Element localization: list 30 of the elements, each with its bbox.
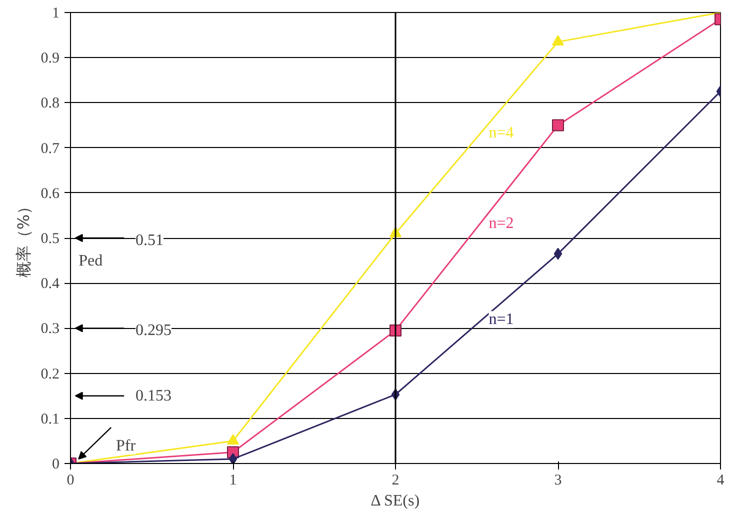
- point: [552, 119, 564, 132]
- y-tick-label: 0.5: [40, 231, 60, 247]
- y-tick-label: 0.6: [40, 186, 60, 202]
- y-tick-label: 0.3: [40, 321, 60, 338]
- y-axis-title: 概率（%）: [14, 198, 33, 278]
- point: [228, 452, 238, 464]
- x-axis-title: Δ SE(s): [370, 492, 420, 510]
- annotation: 0.295: [136, 322, 172, 339]
- y-tick-label: 1: [52, 6, 60, 22]
- x-tick-label: 0: [66, 472, 74, 488]
- point: [554, 248, 562, 260]
- y-tick-label: 0.1: [40, 411, 60, 428]
- annotation: 0.51: [136, 232, 164, 249]
- x-tick-label: 4: [716, 472, 725, 488]
- y-tick-label: 0.8: [40, 96, 60, 112]
- series-label: n=1: [488, 311, 514, 328]
- y-tick-label: 0.4: [40, 276, 60, 292]
- y-tick-label: 0.2: [40, 366, 60, 382]
- y-tick-label: 0.9: [40, 50, 60, 67]
- point: [227, 434, 239, 445]
- x-tick-label: 2: [392, 472, 400, 488]
- x-tick-label: 1: [229, 472, 237, 488]
- y-tick-label: 0.7: [40, 140, 60, 157]
- x-tick-label: 3: [554, 472, 562, 488]
- series-label: n=4: [488, 124, 514, 142]
- annotation: 0.153: [136, 387, 172, 404]
- annotation: Ped: [78, 252, 103, 270]
- series-label: n=2: [488, 214, 514, 232]
- annotation: Pfr: [116, 437, 136, 454]
- y-tick-label: 0: [52, 456, 60, 472]
